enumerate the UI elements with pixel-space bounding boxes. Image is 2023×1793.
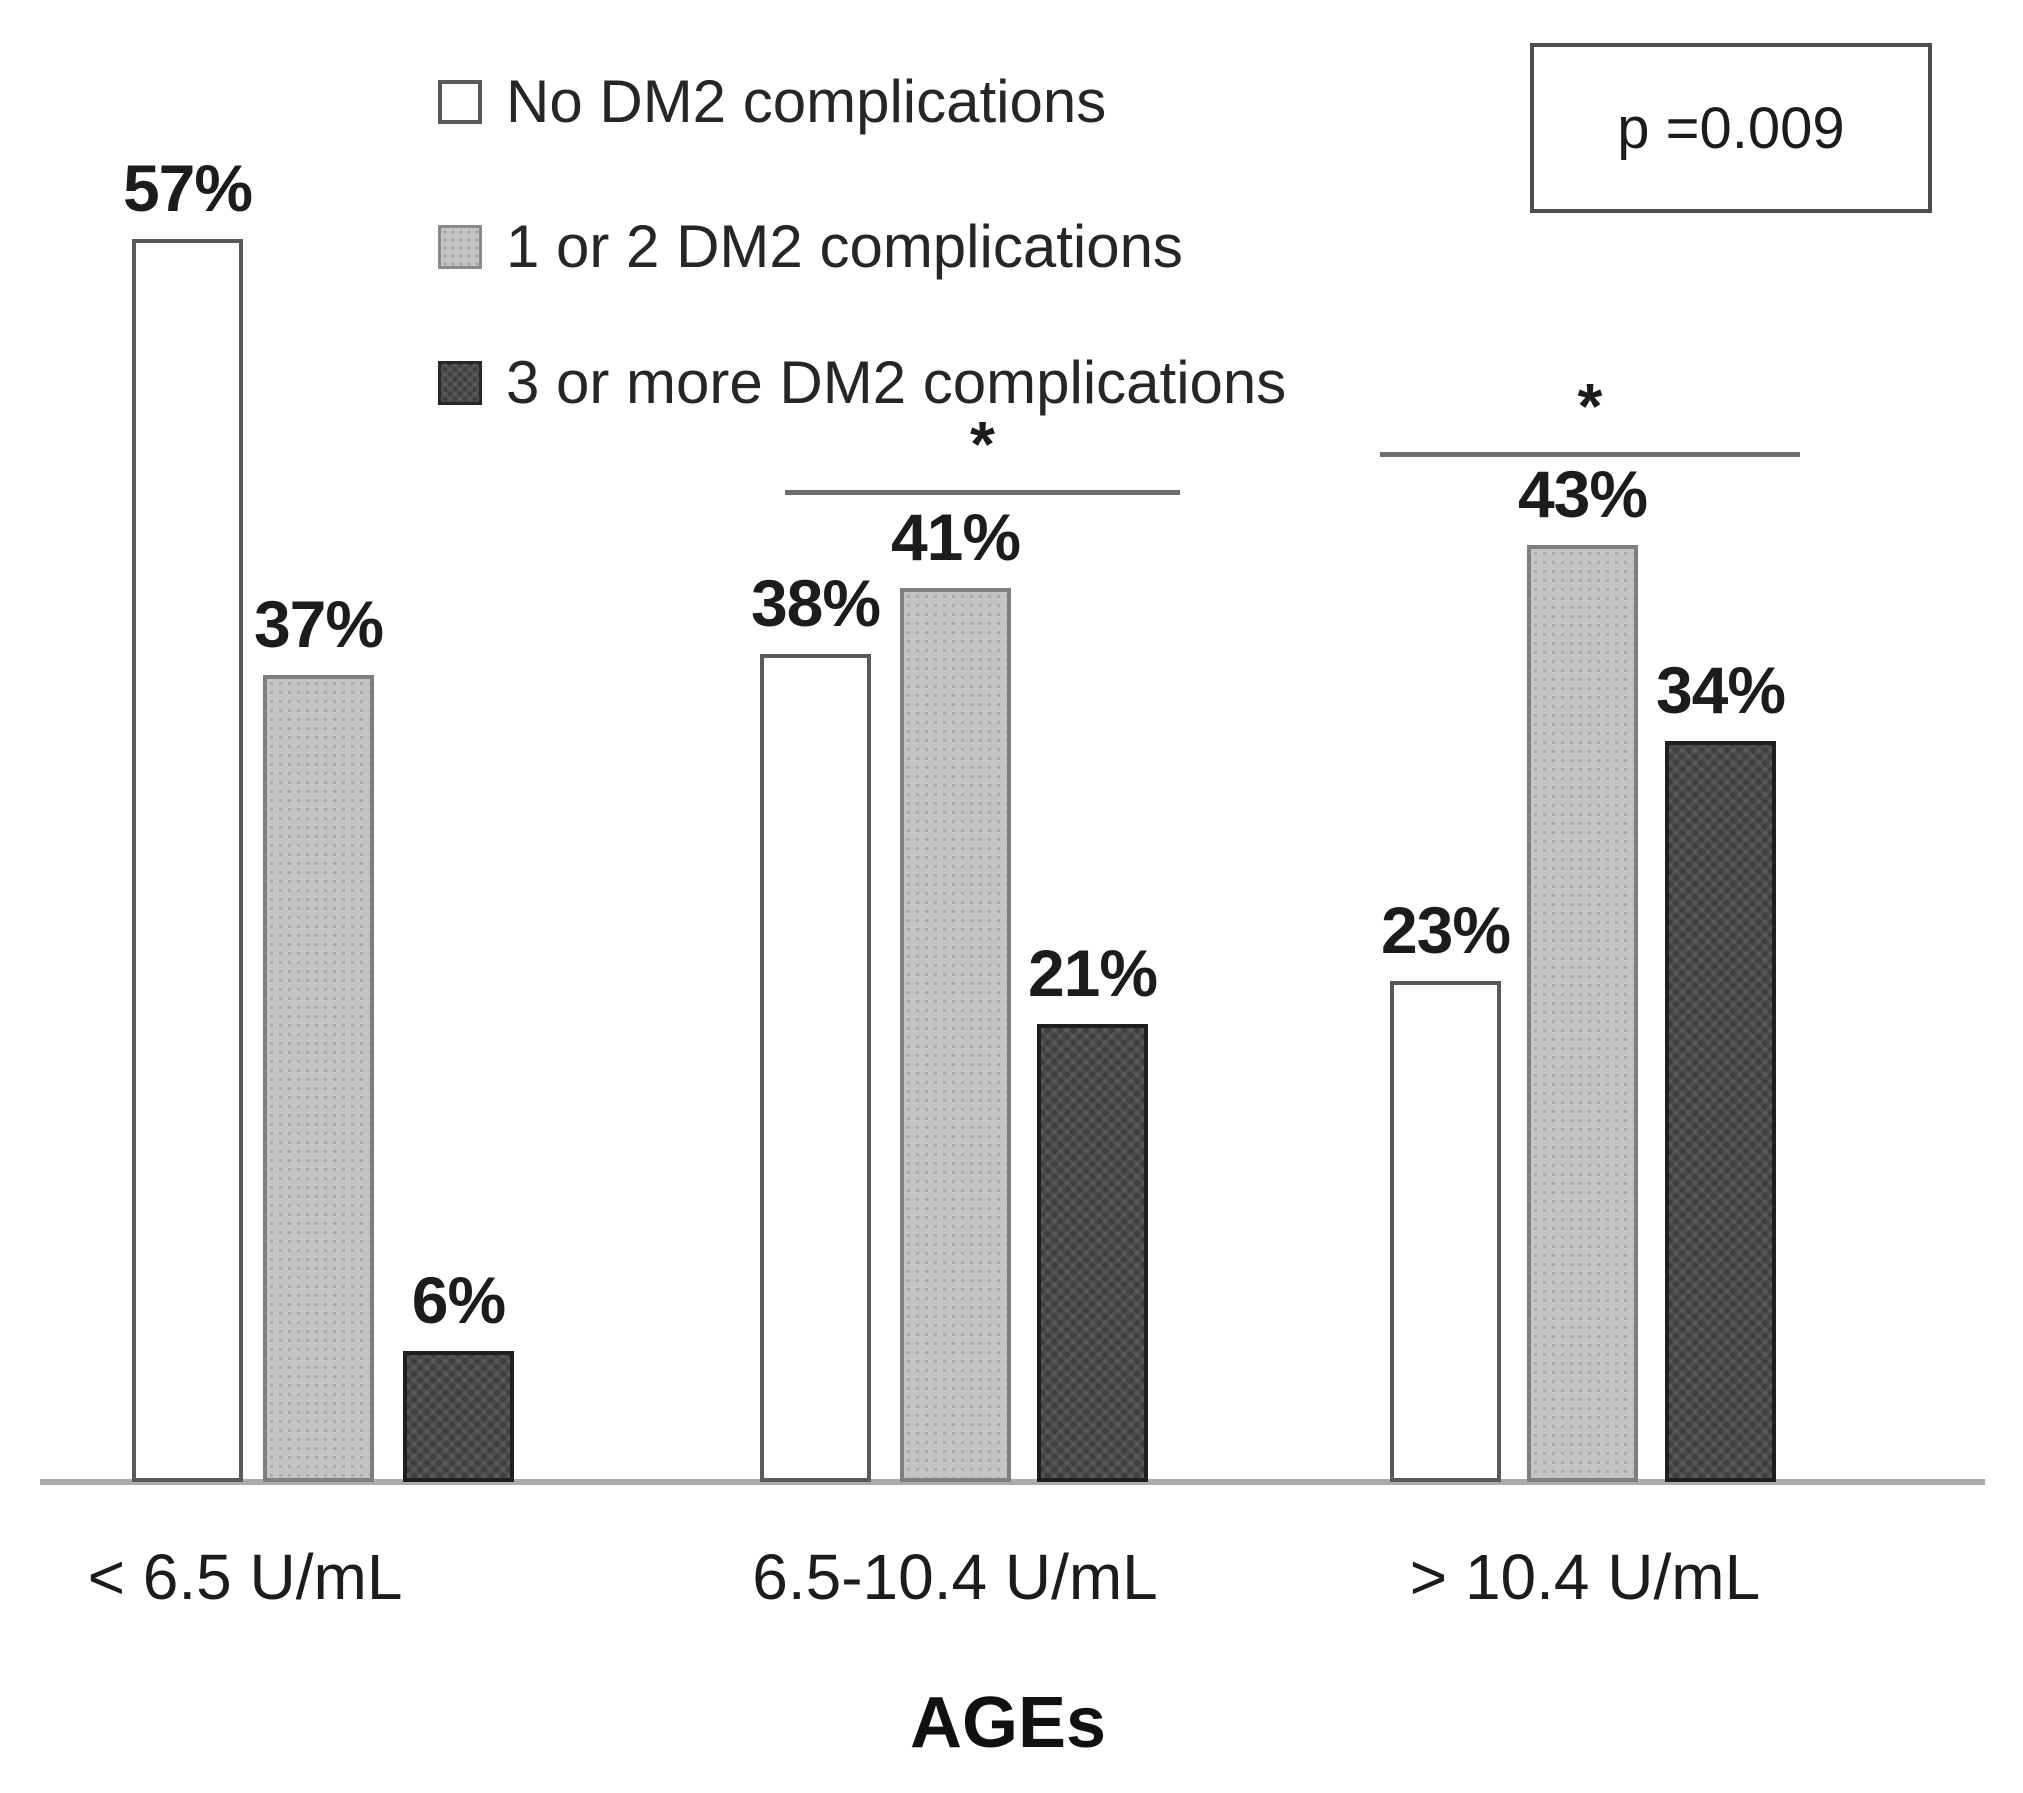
- p-value-text: p =0.009: [1617, 95, 1845, 161]
- x-tick-label-lt-6-5: < 6.5 U/mL: [87, 1541, 403, 1613]
- bar-series0-group0: [132, 239, 243, 1482]
- bar-series0-group2: [1390, 981, 1501, 1482]
- legend-label: 1 or 2 DM2 complications: [506, 213, 1183, 280]
- legend-item-no-complications: No DM2 complications: [438, 62, 1106, 142]
- bar-value-label: 43%: [1517, 457, 1648, 531]
- significance-asterisk: *: [1577, 370, 1603, 442]
- legend-label: No DM2 complications: [506, 68, 1107, 135]
- bar-series1-group0: [263, 675, 374, 1482]
- bar-value-label: 37%: [253, 587, 384, 661]
- bar-series2-group1: [1037, 1024, 1148, 1482]
- bar-series2-group0: [403, 1351, 514, 1482]
- bar-value-label: 41%: [890, 500, 1021, 574]
- bar-series0-group1: [760, 654, 871, 1482]
- legend-swatch-white-icon: [438, 80, 482, 124]
- bar-value-label: 38%: [750, 566, 881, 640]
- x-axis-title: AGEs: [909, 1683, 1107, 1763]
- significance-line: [785, 490, 1180, 495]
- legend-item-3-or-more-complications: 3 or more DM2 complications: [438, 343, 1286, 423]
- significance-line: [1380, 452, 1800, 457]
- x-axis-line: [40, 1479, 1985, 1485]
- legend-item-1-or-2-complications: 1 or 2 DM2 complications: [438, 207, 1183, 287]
- bar-value-label: 34%: [1655, 653, 1786, 727]
- x-tick-label-gt-10-4: > 10.4 U/mL: [1409, 1541, 1761, 1613]
- bar-series1-group2: [1527, 545, 1638, 1482]
- bar-series1-group1: [900, 588, 1011, 1482]
- p-value-box: p =0.009: [1530, 43, 1932, 213]
- bar-series2-group2: [1665, 741, 1776, 1482]
- bar-value-label: 23%: [1380, 893, 1511, 967]
- legend-label: 3 or more DM2 complications: [506, 349, 1287, 416]
- significance-asterisk: *: [970, 408, 995, 480]
- x-tick-label-6-5-10-4: 6.5-10.4 U/mL: [752, 1541, 1158, 1613]
- bar-value-label: 57%: [122, 151, 253, 225]
- legend-swatch-light-gray-icon: [438, 225, 482, 269]
- bar-value-label: 6%: [411, 1263, 506, 1337]
- bar-value-label: 21%: [1027, 936, 1158, 1010]
- legend-swatch-dark-gray-icon: [438, 361, 482, 405]
